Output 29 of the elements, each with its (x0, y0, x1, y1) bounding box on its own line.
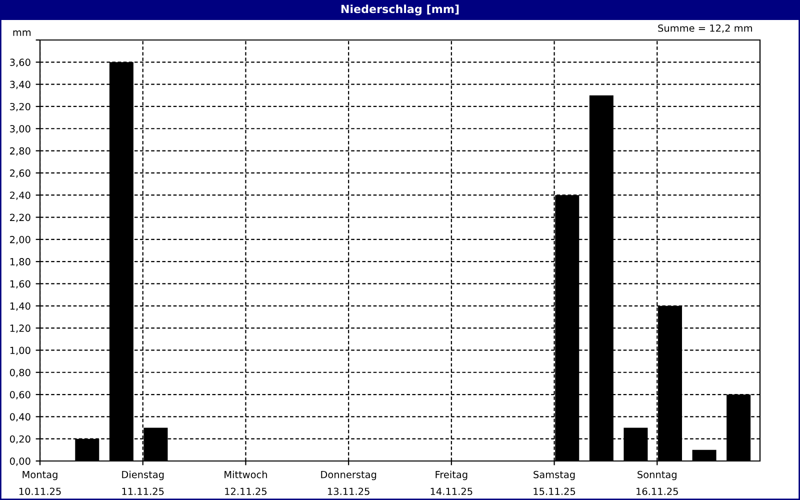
y-tick-label: 2,00 (10, 236, 30, 244)
y-tick-label: 3,00 (10, 125, 30, 134)
x-tick-label: Mittwoch 12.11.25 (224, 470, 267, 496)
y-tick-label: 3,60 (10, 58, 30, 67)
y-tick-label: 1,00 (10, 346, 30, 356)
y-tick-label: 2,80 (10, 147, 30, 156)
y-tick-label: 0,00 (10, 457, 30, 466)
y-tick-label: 1,60 (10, 280, 30, 289)
y-tick-label: 2,20 (10, 214, 30, 222)
y-tick-label: 0,40 (10, 413, 30, 422)
y-tick-label: 0,20 (10, 435, 30, 444)
x-tick-label: Sonntag 16.11.25 (636, 470, 678, 496)
y-tick-label: 0,60 (10, 391, 30, 400)
y-tick-label: 2,40 (10, 192, 30, 200)
x-tick-label: Donnerstag 13.11.25 (321, 471, 376, 496)
y-tick-label: 1,80 (10, 258, 30, 266)
text: Summe = 12,2 mm (658, 24, 752, 33)
y-tick-label: 3,20 (10, 102, 30, 112)
x-tick-label: Samstag 15.11.25 (534, 470, 576, 496)
x-tick-label: Freitag 14.11.25 (430, 470, 472, 496)
y-tick-label: 3,40 (10, 80, 30, 90)
x-tick-label: Montag 10.11.25 (19, 471, 61, 496)
chart-title: Niederschlag [mm] (341, 4, 459, 16)
y-axis-title: mm (13, 30, 31, 36)
y-tick-label: 2,60 (10, 169, 30, 178)
x-tick-label: Dienstag 11.11.25 (122, 470, 164, 496)
y-tick-label: 0,80 (10, 368, 30, 378)
y-tick-label: 1,40 (10, 302, 30, 311)
y-tick-label: 1,20 (10, 324, 30, 333)
